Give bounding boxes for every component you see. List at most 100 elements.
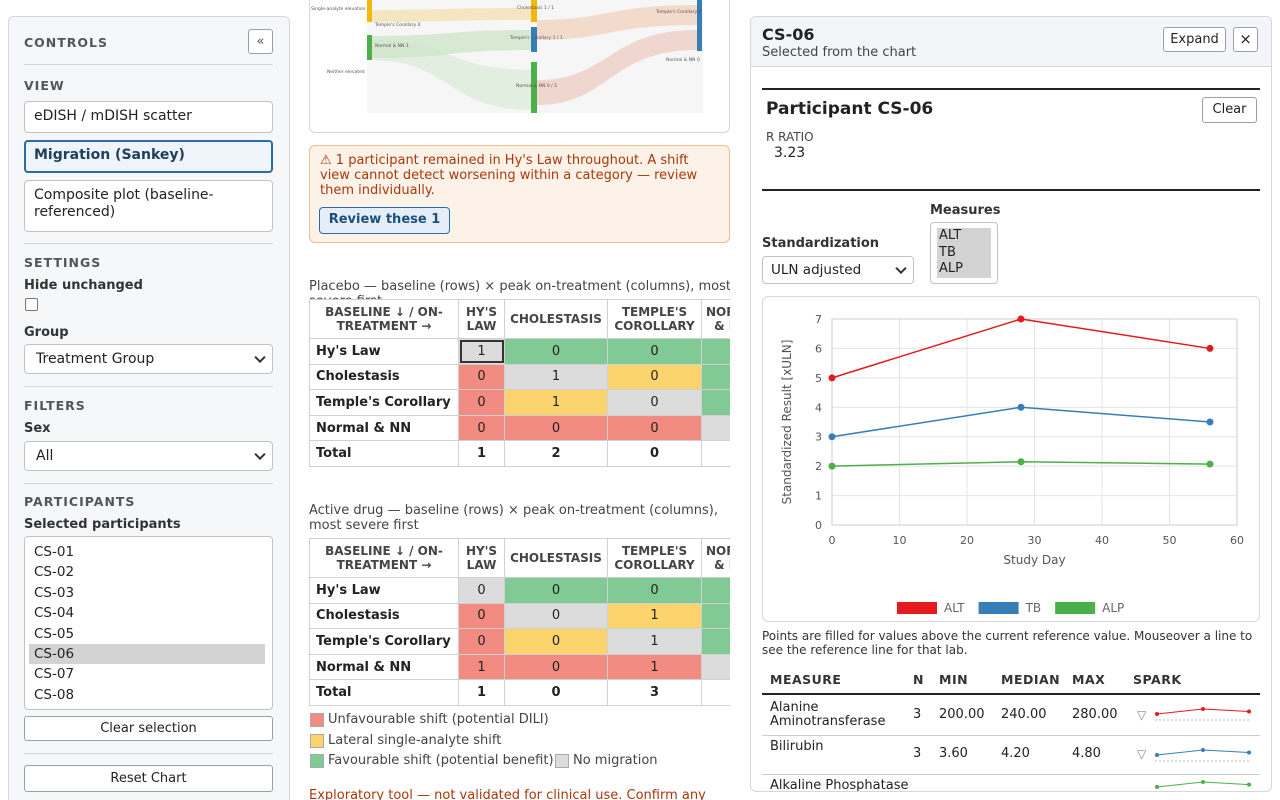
shift-cell[interactable]: 0: [504, 338, 608, 365]
shift-cell[interactable]: 0: [458, 363, 505, 391]
review-button[interactable]: Review these 1: [319, 207, 450, 234]
checkbox[interactable]: [25, 298, 38, 311]
shift-cell[interactable]: [701, 577, 730, 604]
expand-button[interactable]: Expand: [1163, 27, 1226, 52]
shift-cell[interactable]: 0: [458, 577, 505, 604]
select-value: ULN adjusted: [771, 262, 862, 278]
total-cell: [701, 440, 730, 467]
column-header: MAX: [1072, 672, 1106, 687]
measures-listbox[interactable]: ALT TB ALP: [930, 222, 998, 284]
shift-cell[interactable]: 1: [607, 653, 702, 681]
participant-option[interactable]: CS-08: [34, 686, 75, 703]
shift-cell[interactable]: [701, 602, 730, 630]
shift-cell[interactable]: [701, 338, 730, 365]
shift-cell[interactable]: 0: [458, 628, 505, 655]
controls-panel: CONTROLS « VIEW SETTINGS Hide unchanged …: [8, 16, 290, 800]
row-label: Hy's Law: [309, 338, 459, 365]
chart-card: [762, 296, 1260, 622]
column-header: NORMAL & NN: [701, 538, 730, 578]
shift-cell[interactable]: 0: [504, 628, 608, 655]
header-row: BASELINE ↓ / ON-TREATMENT → HY'S LAW CHOLE…: [309, 538, 730, 578]
x-tick-label: 60: [1230, 534, 1244, 547]
legend-swatch: [555, 754, 569, 768]
clear-selection-button[interactable]: Clear selection: [24, 716, 273, 741]
y-tick-label: 6: [815, 342, 822, 355]
shift-cell[interactable]: 0: [607, 363, 702, 391]
separator: [24, 386, 273, 387]
shift-cell[interactable]: [701, 363, 730, 391]
shift-cell[interactable]: 1: [607, 628, 702, 655]
spark-point: [1247, 709, 1251, 714]
shift-cell[interactable]: 1: [504, 389, 608, 416]
reset-chart-button[interactable]: Reset Chart: [24, 765, 273, 792]
shift-cell[interactable]: 1: [607, 602, 702, 630]
view-option[interactable]: Composite plot (baseline-referenced): [24, 180, 273, 232]
view-option[interactable]: eDISH / mDISH scatter: [24, 101, 273, 133]
shift-cell[interactable]: 1: [504, 363, 608, 391]
shift-cell[interactable]: [701, 389, 730, 416]
select[interactable]: ULN adjusted: [762, 256, 914, 284]
shift-cell[interactable]: 1: [458, 338, 505, 365]
shift-cell[interactable]: 0: [607, 389, 702, 416]
shift-cell[interactable]: 0: [458, 602, 505, 630]
column-header: CHOLESTASIS: [504, 538, 608, 578]
main-column: Single-analyte elevation Temple's Corolla…: [309, 0, 730, 800]
collapse-button[interactable]: «: [248, 29, 273, 54]
legend-label[interactable]: TB: [1025, 601, 1042, 615]
participant-option[interactable]: CS-07: [34, 666, 75, 683]
column-header: MEDIAN: [1001, 672, 1061, 687]
measure-option[interactable]: ALT: [937, 228, 991, 245]
participant-option[interactable]: CS-06: [29, 644, 265, 664]
shift-cell[interactable]: 0: [458, 389, 505, 416]
y-tick-label: 1: [815, 490, 822, 503]
ratio-label: R RATIO: [766, 130, 814, 144]
column-header: BASELINE ↓ / ON-TREATMENT →: [309, 299, 459, 339]
separator: [24, 64, 273, 65]
participant-option[interactable]: CS-01: [34, 544, 75, 560]
shift-cell[interactable]: 0: [504, 653, 608, 681]
table-row: Hy's Law 0 0 0: [309, 577, 730, 604]
sankey-flow: [372, 8, 531, 22]
participant-option[interactable]: CS-04: [34, 605, 75, 622]
view-option[interactable]: Migration (Sankey): [24, 140, 273, 173]
shift-cell[interactable]: 0: [607, 577, 702, 604]
shift-cell[interactable]: 0: [607, 414, 702, 442]
shift-cell[interactable]: [701, 628, 730, 655]
measure-option[interactable]: TB: [937, 244, 991, 261]
plot-frame: [831, 318, 1238, 526]
close-button[interactable]: ×: [1233, 27, 1258, 52]
shift-cell[interactable]: 0: [458, 414, 505, 442]
x-tick-label: 30: [1028, 534, 1042, 547]
shift-cell[interactable]: 0: [607, 338, 702, 365]
table-row: Temple's Corollary 0 1 0: [309, 389, 730, 416]
participant-listbox[interactable]: CS-01 CS-02 CS-03 CS-04 CS-05 CS-06 CS-07 CS-08: [24, 536, 273, 710]
y-tick-label: 7: [815, 313, 822, 326]
column-header: BASELINE ↓ / ON-TREATMENT →: [309, 538, 459, 578]
sankey-node: [367, 35, 372, 60]
shift-cell[interactable]: 1: [458, 653, 505, 681]
participant-option[interactable]: CS-02: [34, 564, 75, 581]
legend-label: Unfavourable shift (potential DILI): [328, 712, 549, 727]
legend-label: Lateral single-analyte shift: [328, 733, 502, 748]
select[interactable]: Treatment Group: [24, 344, 273, 374]
legend-swatch: [310, 713, 324, 727]
shift-cell[interactable]: [701, 414, 730, 442]
clear-button[interactable]: Clear: [1202, 97, 1257, 123]
participant-option[interactable]: CS-03: [34, 584, 75, 601]
table-row: Normal & NN 1 0 1: [309, 653, 730, 681]
shift-cell[interactable]: 0: [504, 577, 608, 604]
participant-option[interactable]: CS-05: [34, 625, 75, 642]
measure-option[interactable]: ALP: [937, 261, 991, 278]
shift-cell[interactable]: [701, 653, 730, 681]
spark-point: [1201, 748, 1205, 752]
shift-cell[interactable]: 0: [504, 414, 608, 442]
select[interactable]: All: [24, 441, 273, 471]
legend-label[interactable]: ALT: [944, 601, 965, 615]
table-row: Normal & NN 0 0 0: [309, 414, 730, 442]
total-row: Total 1 2 0: [309, 440, 730, 467]
spark-point: [1247, 750, 1251, 755]
legend-label[interactable]: ALP: [1102, 601, 1124, 615]
row-label: Total: [309, 440, 459, 467]
detail-panel: CS-06 Selected from the chart Expand × P…: [750, 16, 1272, 792]
shift-cell[interactable]: 0: [504, 602, 608, 630]
